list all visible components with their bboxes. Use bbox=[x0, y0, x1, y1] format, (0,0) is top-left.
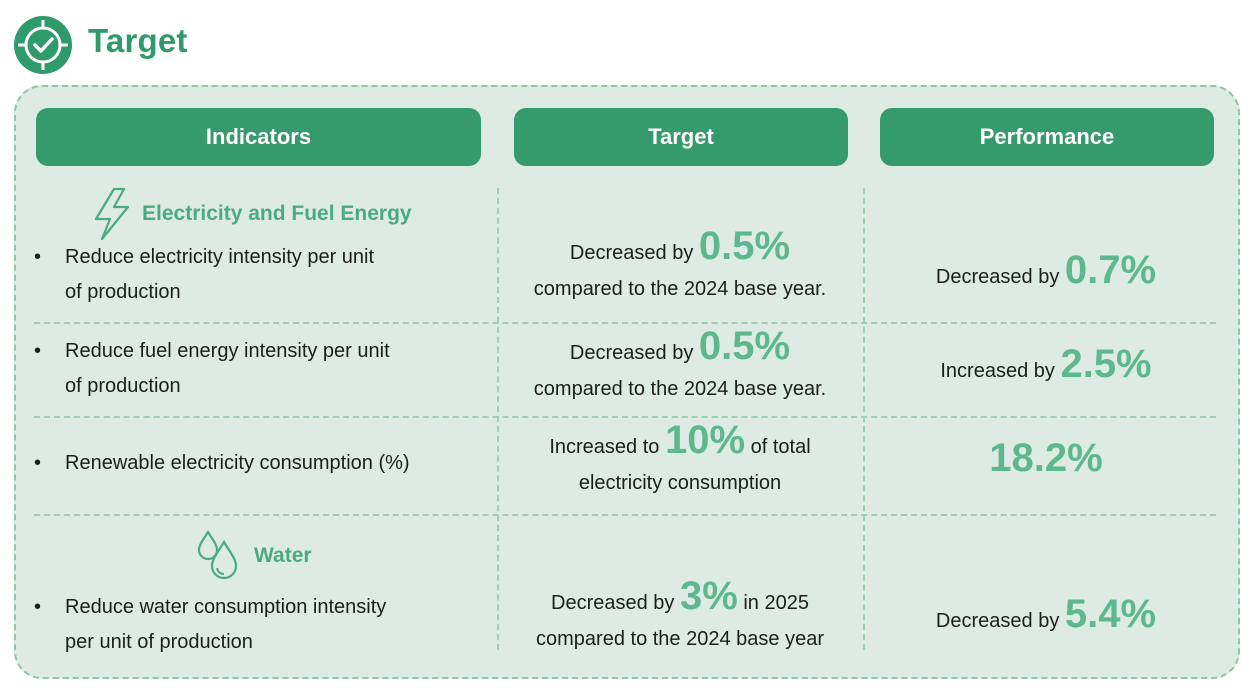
target-cell-row-2: Decreased by 0.5% compared to the 2024 b… bbox=[500, 326, 860, 407]
target-suffix: of total bbox=[750, 436, 811, 458]
indicator-text-line1: Reduce fuel energy intensity per unit bbox=[65, 340, 390, 362]
bullet: • bbox=[34, 596, 42, 618]
performance-value: 5.4% bbox=[1064, 592, 1157, 636]
indicator-text-line1: Renewable electricity consumption (%) bbox=[65, 452, 410, 474]
performance-value: 2.5% bbox=[1060, 342, 1152, 386]
indicator-row-3: • Renewable electricity consumption (%) bbox=[34, 446, 474, 481]
lightning-icon bbox=[92, 186, 132, 242]
column-header-performance: Performance bbox=[880, 108, 1214, 166]
column-divider bbox=[497, 188, 499, 650]
water-drops-icon bbox=[194, 528, 242, 584]
target-check-icon bbox=[12, 14, 74, 76]
indicator-text-line1: Reduce electricity intensity per unit bbox=[65, 246, 375, 268]
target-line2: compared to the 2024 base year. bbox=[533, 378, 827, 400]
indicator-text-line2: of production bbox=[65, 375, 181, 397]
target-prefix: Decreased by bbox=[569, 342, 694, 364]
page-title: Target bbox=[88, 22, 188, 59]
performance-cell-row-1: Decreased by 0.7% bbox=[868, 250, 1224, 295]
row-divider bbox=[34, 514, 1216, 516]
column-header-target: Target bbox=[514, 108, 848, 166]
target-line2: compared to the 2024 base year. bbox=[533, 278, 827, 300]
performance-prefix: Decreased by bbox=[935, 266, 1060, 288]
performance-prefix: Decreased by bbox=[935, 610, 1060, 632]
target-table-panel bbox=[14, 85, 1240, 679]
indicator-text-line1: Reduce water consumption intensity bbox=[65, 596, 387, 618]
performance-cell-row-4: Decreased by 5.4% bbox=[868, 594, 1224, 639]
category-energy-label: Electricity and Fuel Energy bbox=[142, 202, 412, 225]
category-energy: Electricity and Fuel Energy bbox=[92, 186, 412, 242]
target-prefix: Increased to bbox=[549, 436, 660, 458]
target-value: 10% bbox=[664, 418, 746, 462]
target-cell-row-1: Decreased by 0.5% compared to the 2024 b… bbox=[500, 226, 860, 307]
target-cell-row-4: Decreased by 3% in 2025 compared to the … bbox=[500, 576, 860, 657]
row-divider bbox=[34, 322, 1216, 324]
target-prefix: Decreased by bbox=[551, 592, 675, 614]
indicator-row-4: • Reduce water consumption intensity per… bbox=[34, 590, 474, 660]
target-suffix: in 2025 bbox=[743, 592, 809, 614]
performance-cell-row-2: Increased by 2.5% bbox=[868, 344, 1224, 389]
indicator-text-line2: of production bbox=[65, 281, 181, 303]
target-cell-row-3: Increased to 10% of total electricity co… bbox=[500, 420, 860, 501]
bullet: • bbox=[34, 452, 42, 474]
category-water-label: Water bbox=[254, 544, 312, 567]
target-value: 0.5% bbox=[698, 324, 791, 368]
indicator-text-line2: per unit of production bbox=[65, 631, 253, 653]
performance-prefix: Increased by bbox=[940, 360, 1055, 382]
target-line2: compared to the 2024 base year bbox=[536, 628, 824, 650]
row-divider bbox=[34, 416, 1216, 418]
target-value: 0.5% bbox=[698, 224, 791, 268]
column-header-indicators: Indicators bbox=[36, 108, 481, 166]
bullet: • bbox=[34, 340, 42, 362]
target-line2: electricity consumption bbox=[578, 472, 782, 494]
category-water: Water bbox=[194, 528, 312, 584]
performance-value: 0.7% bbox=[1064, 248, 1157, 292]
column-divider bbox=[863, 188, 865, 650]
indicator-row-2: • Reduce fuel energy intensity per unit … bbox=[34, 334, 474, 404]
performance-value: 18.2% bbox=[989, 436, 1103, 480]
target-prefix: Decreased by bbox=[569, 242, 694, 264]
performance-cell-row-3: 18.2% bbox=[868, 438, 1224, 483]
target-value: 3% bbox=[679, 574, 738, 618]
bullet: • bbox=[34, 246, 42, 268]
indicator-row-1: • Reduce electricity intensity per unit … bbox=[34, 240, 474, 310]
